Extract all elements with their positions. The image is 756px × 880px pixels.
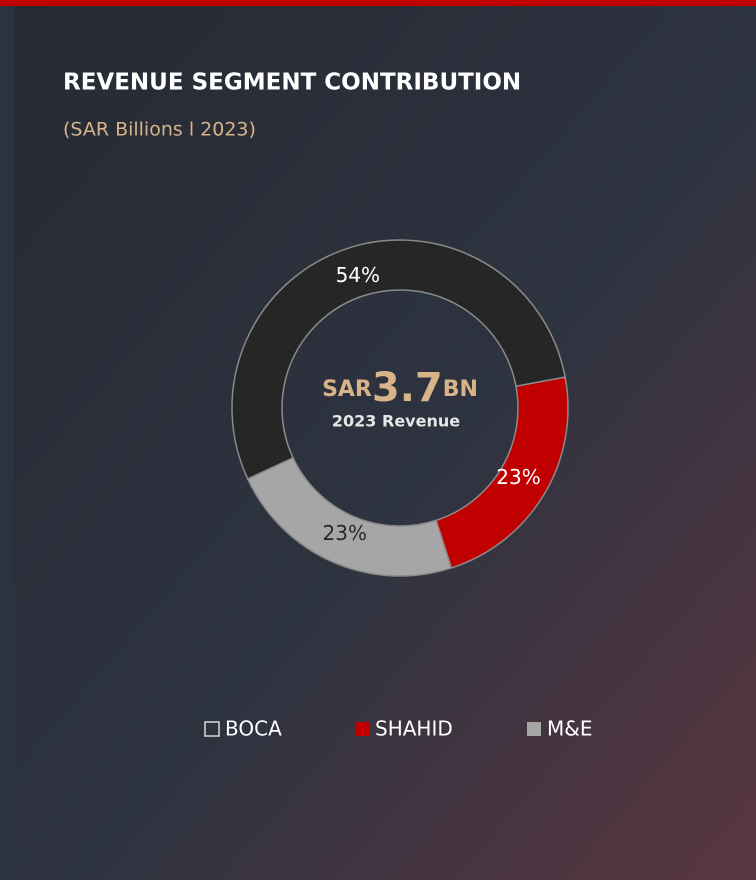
legend-label: SHAHID xyxy=(375,717,453,741)
legend-label: M&E xyxy=(547,717,593,741)
chart-subtitle: (SAR Billions l 2023) xyxy=(63,119,256,141)
value-label: 23% xyxy=(496,465,540,489)
legend-swatch xyxy=(204,721,220,737)
value-label: 23% xyxy=(323,521,367,545)
center-number: 3.7 xyxy=(372,365,443,411)
donut-segment xyxy=(246,456,453,577)
donut-segment xyxy=(231,239,567,480)
legend-swatch xyxy=(527,722,541,736)
chart-title: REVENUE SEGMENT CONTRIBUTION xyxy=(63,70,521,96)
side-strip xyxy=(0,0,14,880)
legend-swatch xyxy=(355,722,369,736)
center-caption: 2023 Revenue xyxy=(332,412,460,431)
top-bar xyxy=(0,0,756,6)
center-suffix: BN xyxy=(443,377,478,402)
value-label: 54% xyxy=(336,263,380,287)
center-value: SAR3.7BN xyxy=(322,365,478,411)
legend-label: BOCA xyxy=(225,717,282,741)
center-prefix: SAR xyxy=(322,377,372,402)
